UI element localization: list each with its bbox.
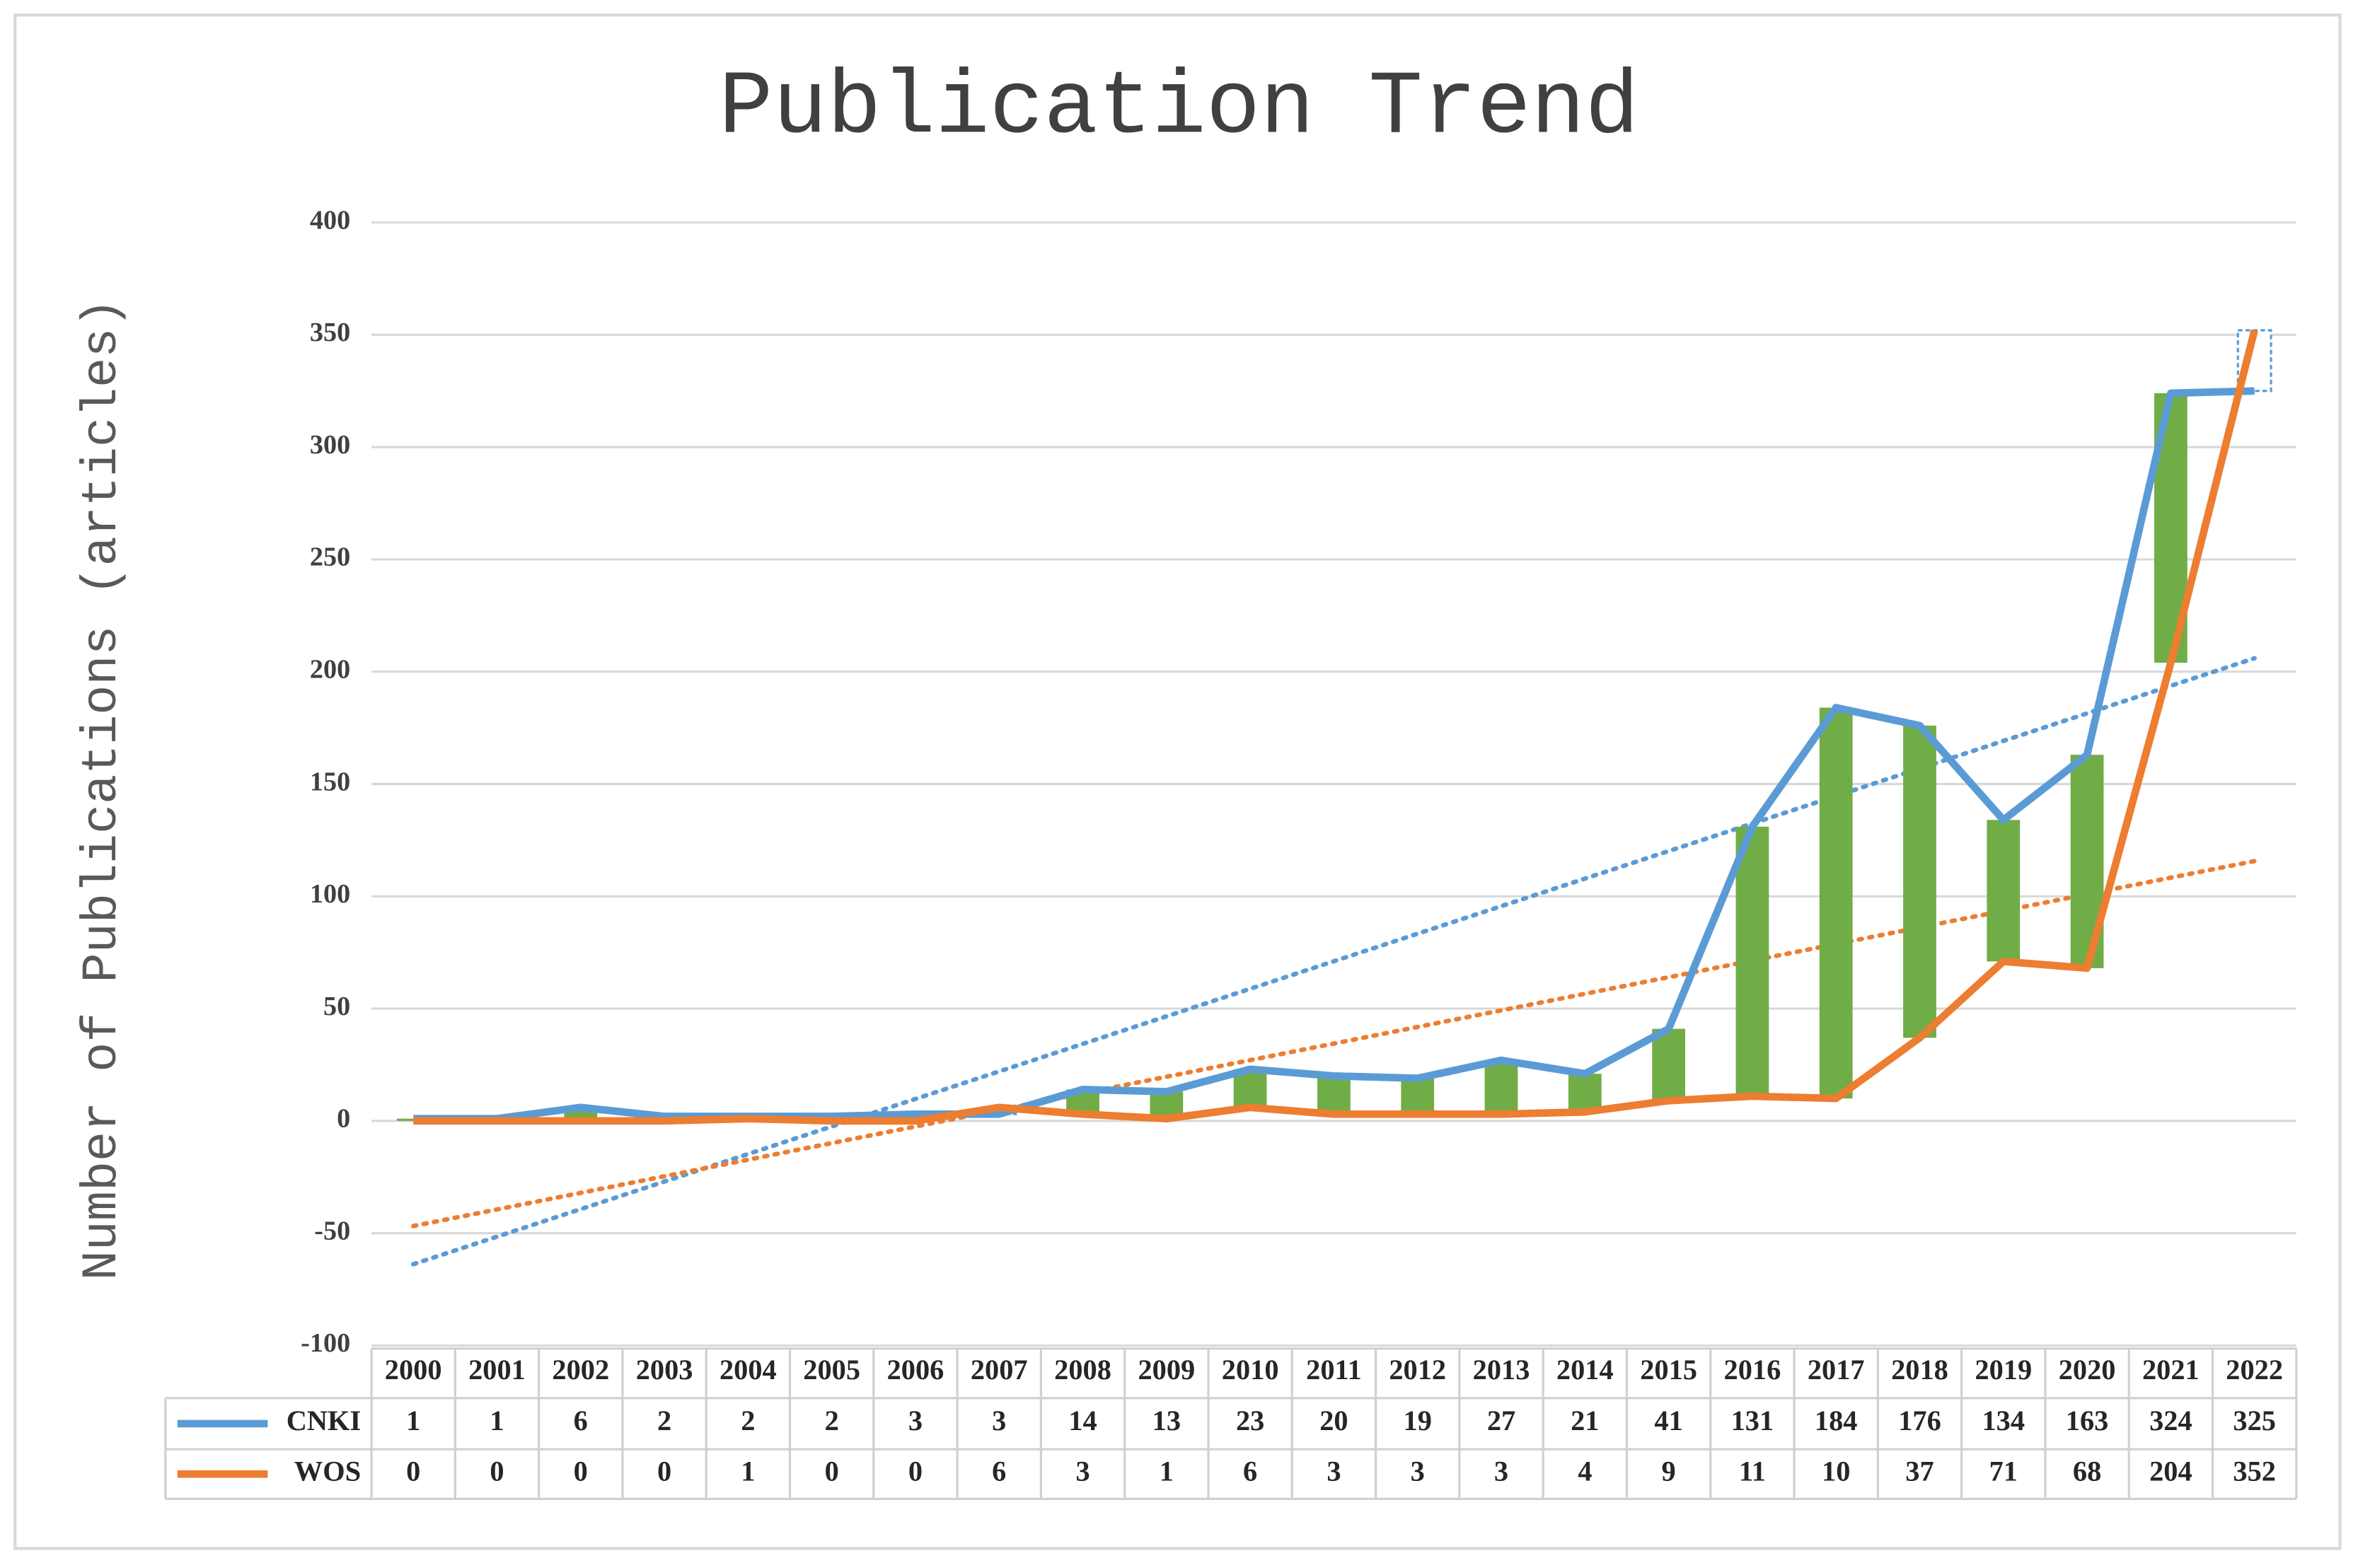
table-value: 176 — [1898, 1405, 1941, 1436]
x-tick-label: 2005 — [803, 1354, 860, 1386]
table-value: 1 — [1160, 1455, 1174, 1487]
table-value: 37 — [1905, 1455, 1934, 1487]
up-down-bar — [1401, 1078, 1435, 1115]
x-tick-label: 2021 — [2142, 1354, 2200, 1386]
up-down-bar — [1317, 1076, 1351, 1115]
table-value: 2 — [741, 1405, 755, 1436]
x-tick-label: 2010 — [1222, 1354, 1279, 1386]
y-tick-label: 50 — [323, 992, 350, 1021]
table-value: 3 — [992, 1405, 1006, 1436]
x-tick-label: 2009 — [1138, 1354, 1195, 1386]
table-value: 11 — [1739, 1455, 1766, 1487]
table-value: 0 — [825, 1455, 839, 1487]
chart-title: Publication Trend — [719, 58, 1639, 160]
x-tick-label: 2008 — [1054, 1354, 1111, 1386]
table-value: 0 — [406, 1455, 420, 1487]
table-value: 23 — [1236, 1405, 1264, 1436]
table-value: 3 — [1075, 1455, 1090, 1487]
y-tick-label: 350 — [310, 318, 350, 347]
table-value: 1 — [741, 1455, 755, 1487]
table-value: 20 — [1319, 1405, 1348, 1436]
up-down-bar — [1987, 820, 2021, 962]
x-tick-label: 2018 — [1891, 1354, 1948, 1386]
table-value: 27 — [1487, 1405, 1515, 1436]
table-value: 163 — [2066, 1405, 2109, 1436]
y-tick-label: 150 — [310, 767, 350, 796]
y-tick-label: 0 — [337, 1104, 350, 1134]
x-tick-label: 2003 — [636, 1354, 693, 1386]
x-tick-label: 2006 — [887, 1354, 944, 1386]
trendline — [411, 859, 2257, 1229]
x-tick-label: 2014 — [1556, 1354, 1614, 1386]
table-value: 0 — [657, 1455, 671, 1487]
x-tick-label: 2000 — [385, 1354, 442, 1386]
x-tick-label: 2004 — [719, 1354, 777, 1386]
up-down-bar — [1735, 826, 1769, 1096]
table-value: 19 — [1404, 1405, 1432, 1436]
table-value: 325 — [2233, 1405, 2276, 1436]
table-value: 3 — [1411, 1455, 1425, 1487]
x-tick-label: 2020 — [2059, 1354, 2116, 1386]
table-value: 21 — [1571, 1405, 1599, 1436]
x-tick-label: 2015 — [1640, 1354, 1697, 1386]
table-value: 3 — [1494, 1455, 1508, 1487]
table-value: 4 — [1578, 1455, 1592, 1487]
legend-label: WOS — [294, 1455, 361, 1487]
table-value: 131 — [1731, 1405, 1774, 1436]
chart-border — [13, 13, 2342, 1550]
up-down-bar — [1652, 1028, 1685, 1101]
y-tick-label: -50 — [314, 1216, 350, 1245]
x-tick-label: 2022 — [2226, 1354, 2283, 1386]
table-value: 6 — [1243, 1455, 1257, 1487]
series-line — [413, 329, 2258, 1125]
table-value: 14 — [1068, 1405, 1097, 1436]
x-tick-label: 2001 — [468, 1354, 526, 1386]
x-tick-label: 2019 — [1975, 1354, 2032, 1386]
y-tick-label: 250 — [310, 542, 350, 572]
table-value: 324 — [2149, 1405, 2192, 1436]
y-tick-label: 200 — [310, 654, 350, 684]
x-tick-label: 2012 — [1389, 1354, 1446, 1386]
table-value: 0 — [490, 1455, 504, 1487]
y-tick-label: 400 — [310, 205, 350, 235]
table-value: 10 — [1822, 1455, 1850, 1487]
table-value: 6 — [574, 1405, 588, 1436]
legend-label: CNKI — [287, 1405, 361, 1436]
table-value: 68 — [2073, 1455, 2101, 1487]
table-value: 0 — [574, 1455, 588, 1487]
table-value: 9 — [1662, 1455, 1676, 1487]
up-down-bar — [1819, 707, 1853, 1099]
table-value: 1 — [406, 1405, 420, 1436]
x-tick-label: 2013 — [1473, 1354, 1530, 1386]
table-value: 41 — [1654, 1405, 1682, 1436]
x-tick-label: 2007 — [971, 1354, 1028, 1386]
up-down-bar — [1484, 1060, 1518, 1115]
up-down-bar — [1903, 725, 1936, 1038]
table-value: 71 — [1989, 1455, 2018, 1487]
table-value: 2 — [657, 1405, 671, 1436]
table-value: 6 — [992, 1455, 1006, 1487]
table-value: 184 — [1815, 1405, 1858, 1436]
table-value: 2 — [825, 1405, 839, 1436]
table-value: 134 — [1982, 1405, 2025, 1436]
table-value: 3 — [908, 1405, 923, 1436]
table-value: 204 — [2149, 1455, 2192, 1487]
y-tick-label: 300 — [310, 430, 350, 460]
y-tick-label: -100 — [301, 1328, 350, 1358]
y-axis-label: Number of Publications (articles) — [75, 298, 131, 1281]
y-tick-label: 100 — [310, 879, 350, 909]
x-tick-label: 2002 — [552, 1354, 609, 1386]
table-value: 352 — [2233, 1455, 2276, 1487]
table-value: 0 — [908, 1455, 923, 1487]
table-value: 13 — [1152, 1405, 1181, 1436]
table-value: 3 — [1327, 1455, 1341, 1487]
table-value: 1 — [490, 1405, 504, 1436]
x-tick-label: 2017 — [1808, 1354, 1865, 1386]
up-down-bar — [1568, 1074, 1602, 1113]
x-tick-label: 2011 — [1306, 1354, 1362, 1386]
x-tick-label: 2016 — [1724, 1354, 1781, 1386]
